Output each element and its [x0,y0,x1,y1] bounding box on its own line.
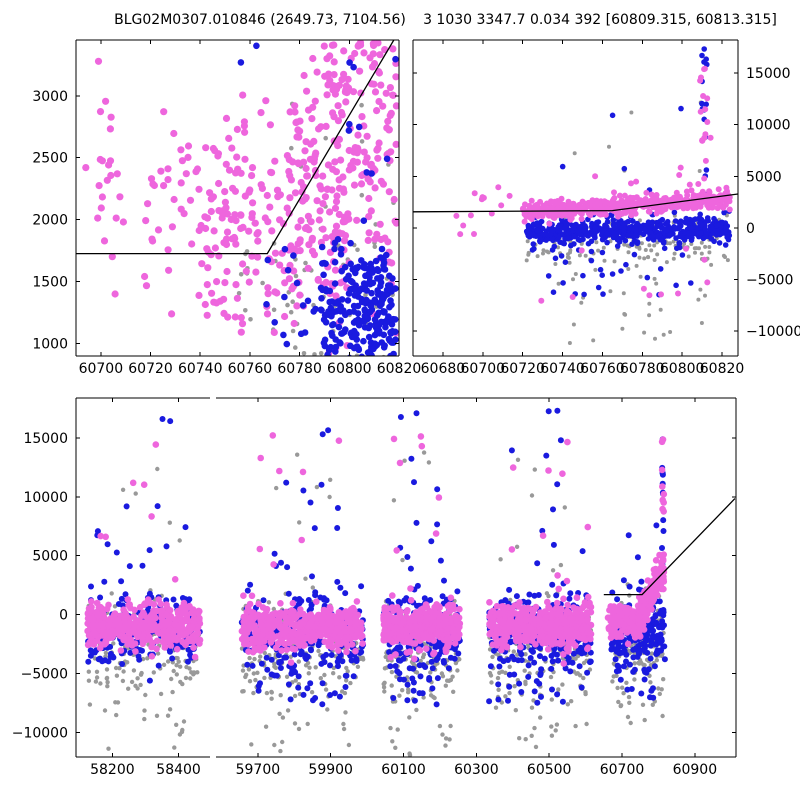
plot-title-left: BLG02M0307.010846 (2649.73, 7104.56) [114,12,406,28]
svg-text:60720: 60720 [128,361,173,377]
svg-text:60740: 60740 [178,361,223,377]
svg-text:60760: 60760 [228,361,273,377]
svg-text:60760: 60760 [580,361,625,377]
svg-text:60720: 60720 [500,361,545,377]
svg-text:60700: 60700 [79,361,124,377]
svg-text:60700: 60700 [461,361,506,377]
svg-text:60680: 60680 [421,361,466,377]
svg-text:58200: 58200 [90,762,135,778]
svg-text:60820: 60820 [377,361,422,377]
svg-text:60740: 60740 [540,361,585,377]
svg-text:5000: 5000 [746,169,782,185]
svg-text:1000: 1000 [32,337,68,353]
svg-text:−5000: −5000 [746,273,793,289]
svg-text:0: 0 [746,221,755,237]
svg-text:58400: 58400 [156,762,201,778]
svg-text:60800: 60800 [660,361,705,377]
svg-text:10000: 10000 [746,118,791,134]
svg-text:2500: 2500 [32,151,68,167]
svg-text:1500: 1500 [32,275,68,291]
svg-text:−10000: −10000 [746,324,800,340]
plot-title-right: 3 1030 3347.7 0.034 392 [60809.315, 6081… [423,12,777,28]
svg-text:60820: 60820 [700,361,745,377]
svg-text:60780: 60780 [620,361,665,377]
svg-text:60800: 60800 [327,361,372,377]
svg-text:15000: 15000 [746,66,791,82]
svg-text:2000: 2000 [32,213,68,229]
svg-text:60780: 60780 [277,361,322,377]
svg-text:3000: 3000 [32,89,68,105]
